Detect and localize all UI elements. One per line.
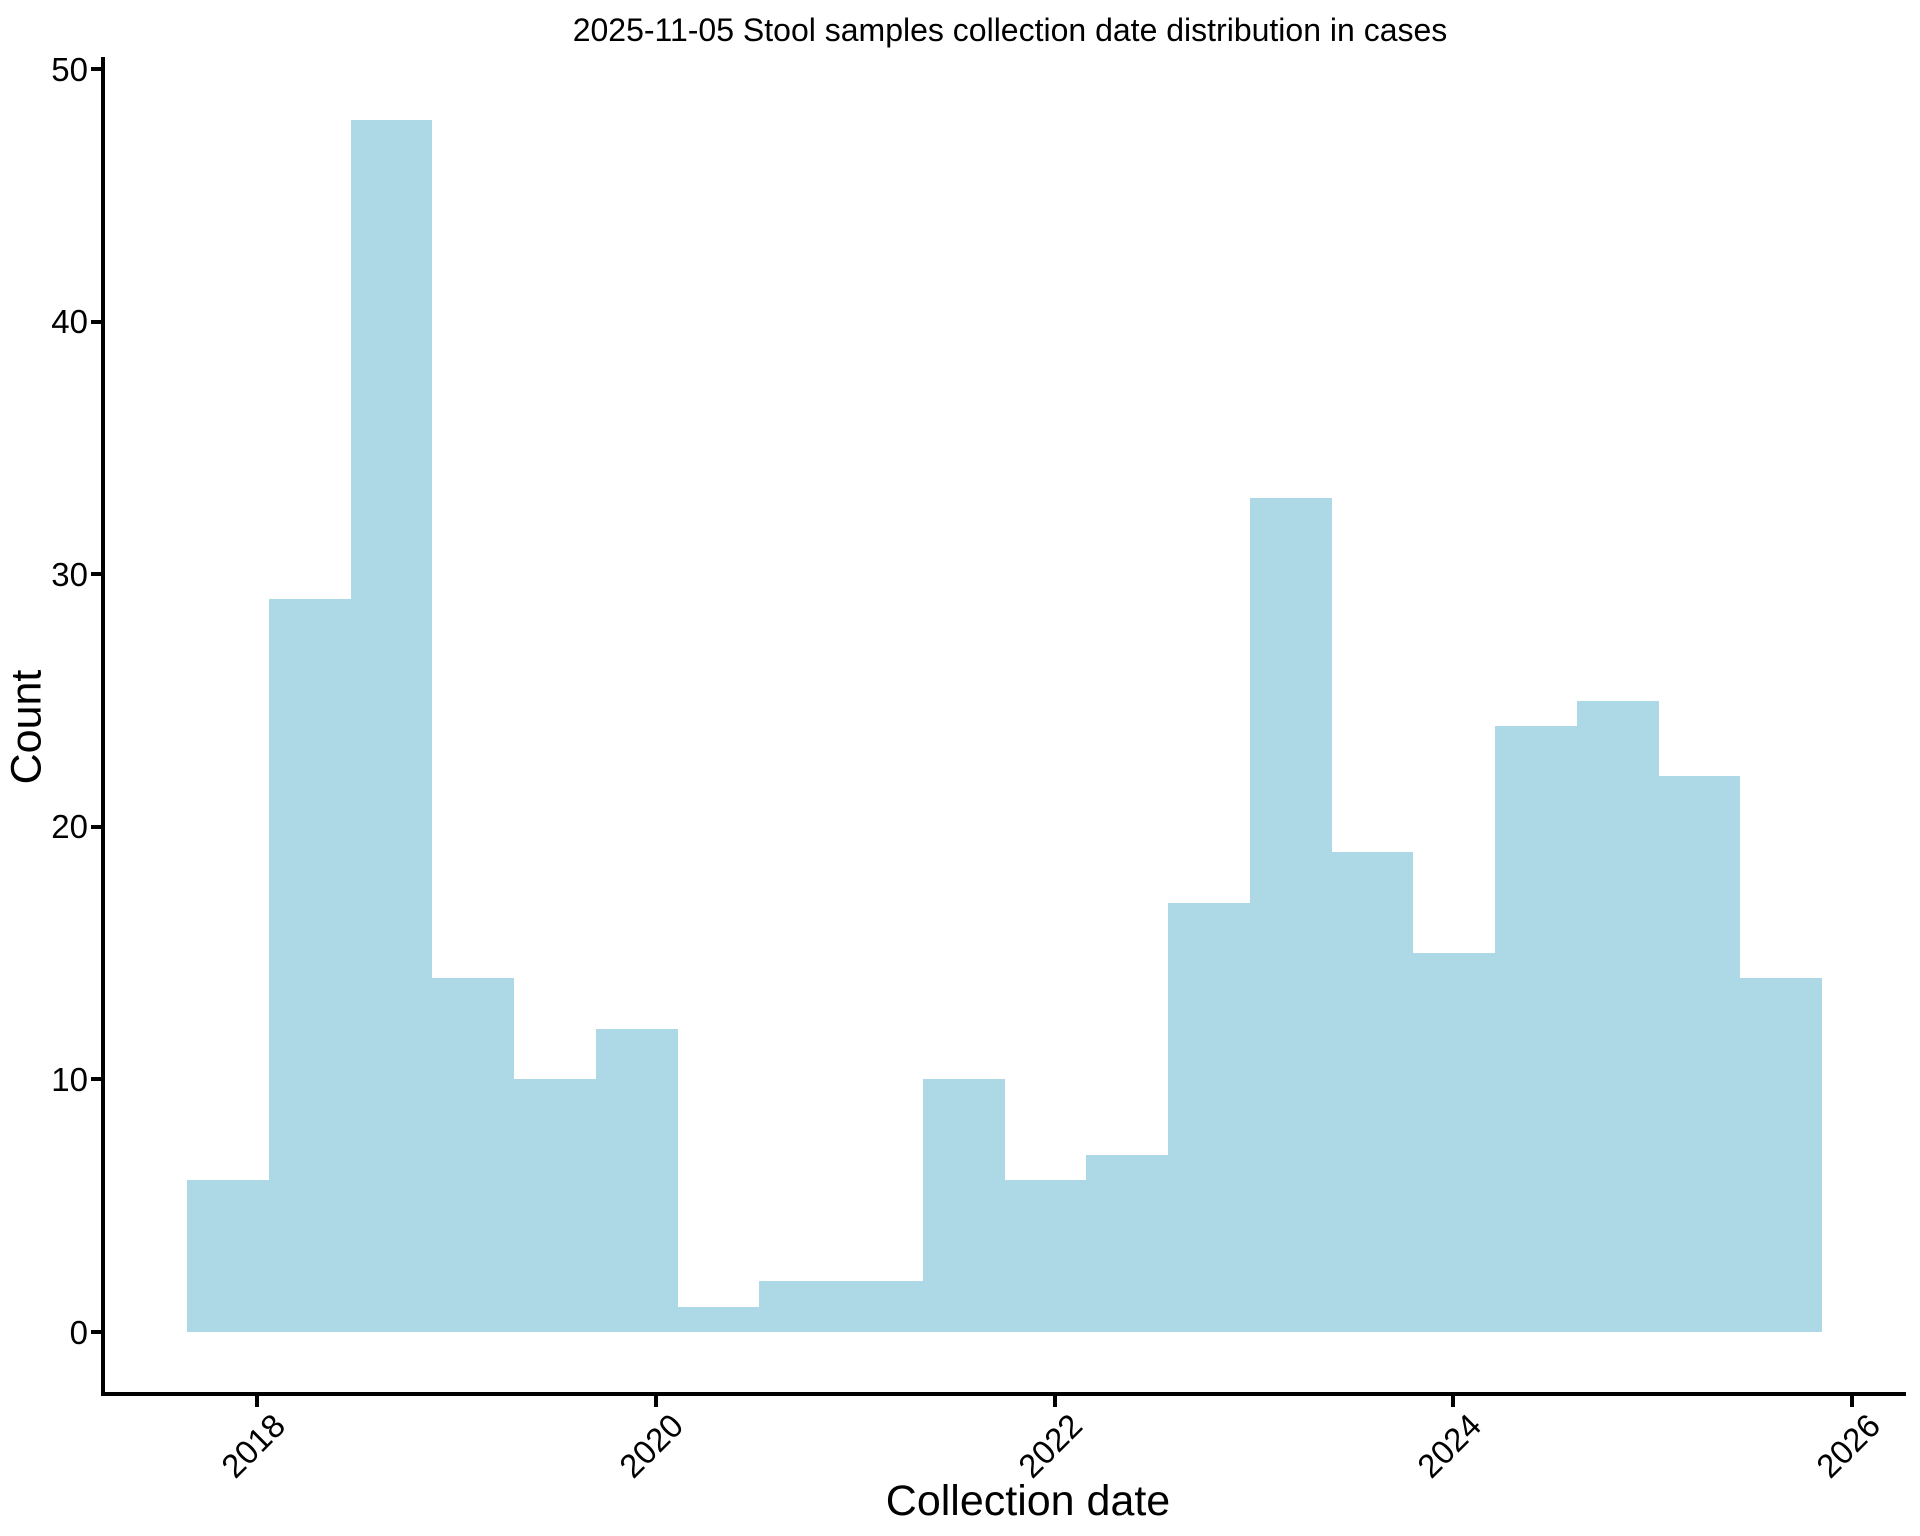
histogram-bar	[841, 1281, 923, 1332]
y-tick-mark	[91, 1077, 102, 1082]
y-tick-mark	[91, 1330, 102, 1334]
y-tick-label: 30	[51, 555, 88, 593]
histogram-bar	[1413, 953, 1496, 1332]
y-tick-label: 50	[51, 50, 88, 88]
histogram-bar	[1168, 902, 1250, 1332]
histogram-bar	[1331, 852, 1414, 1332]
x-tick-mark	[1451, 1396, 1456, 1407]
y-axis-line	[101, 57, 105, 1396]
y-tick-label: 20	[51, 808, 88, 846]
histogram-bar	[922, 1079, 1005, 1332]
x-tick-label: 2020	[612, 1406, 691, 1485]
y-tick-label: 0	[69, 1313, 88, 1351]
histogram-bar	[759, 1281, 842, 1332]
histogram-bar	[1086, 1155, 1169, 1332]
y-tick-label: 40	[51, 303, 88, 341]
histogram-bar	[1658, 776, 1741, 1332]
x-tick-mark	[653, 1396, 658, 1407]
x-tick-label: 2018	[213, 1406, 292, 1485]
histogram-bar	[350, 119, 433, 1332]
x-axis-line	[101, 1392, 1906, 1396]
x-tick-label: 2024	[1410, 1406, 1489, 1485]
chart-title: 2025-11-05 Stool samples collection date…	[572, 12, 1448, 48]
histogram-bar	[1249, 498, 1332, 1332]
histogram-bar	[514, 1079, 596, 1332]
y-tick-mark	[91, 572, 102, 577]
histogram-bar	[1495, 725, 1577, 1332]
histogram-bar	[1004, 1180, 1087, 1332]
histogram-bar	[677, 1306, 760, 1332]
histogram-bar	[432, 978, 515, 1332]
y-axis-label: Count	[2, 669, 51, 785]
y-tick-label: 10	[51, 1060, 88, 1098]
x-tick-label: 2022	[1011, 1406, 1090, 1485]
histogram-bar	[1576, 700, 1659, 1332]
y-tick-mark	[91, 824, 102, 829]
histogram-bar	[595, 1028, 678, 1332]
x-tick-mark	[255, 1396, 259, 1407]
x-tick-label: 2026	[1808, 1406, 1887, 1485]
y-tick-mark	[91, 319, 102, 324]
x-tick-mark	[1850, 1396, 1855, 1407]
histogram-bar	[268, 599, 351, 1332]
y-tick-mark	[91, 67, 102, 71]
histogram-bar	[1740, 978, 1823, 1332]
x-tick-mark	[1052, 1396, 1057, 1407]
x-axis-label: Collection date	[885, 1477, 1171, 1525]
histogram-bar	[187, 1180, 269, 1332]
